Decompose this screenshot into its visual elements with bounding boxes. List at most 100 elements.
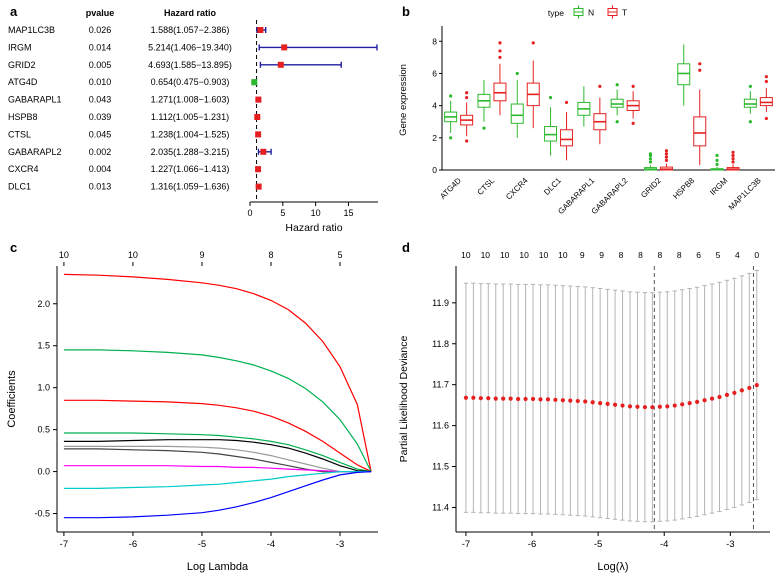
svg-text:6: 6 (432, 68, 437, 78)
svg-text:ATG4D: ATG4D (438, 176, 463, 201)
svg-text:2.035(1.288−3.215): 2.035(1.288−3.215) (151, 147, 230, 157)
svg-text:4: 4 (735, 250, 740, 260)
svg-text:0.039: 0.039 (89, 112, 112, 122)
svg-text:1.227(1.066−1.413): 1.227(1.066−1.413) (151, 164, 230, 174)
svg-text:4.693(1.585−13.895): 4.693(1.585−13.895) (148, 60, 232, 70)
svg-text:0.005: 0.005 (89, 60, 112, 70)
svg-text:10: 10 (558, 250, 568, 260)
svg-text:MAP1LC3B: MAP1LC3B (727, 176, 763, 212)
panel-c-lasso-coefficients: c -0.5 0.0 0.5 1.0 1.5 2.0 -7 -6 -5 -4 -3 10 10 9 8 5 Lo… (0, 236, 392, 584)
svg-text:-4: -4 (267, 539, 275, 550)
svg-text:8: 8 (657, 250, 662, 260)
svg-text:CXCR4: CXCR4 (504, 176, 530, 202)
svg-text:0.013: 0.013 (89, 182, 112, 192)
panel-a-label: a (10, 4, 18, 19)
svg-text:0.043: 0.043 (89, 95, 112, 105)
svg-text:Coefficients: Coefficients (6, 370, 18, 428)
svg-text:0.026: 0.026 (89, 25, 112, 35)
svg-text:HSPB8: HSPB8 (8, 112, 38, 122)
svg-text:-7: -7 (462, 539, 470, 550)
svg-text:-3: -3 (726, 539, 734, 550)
svg-text:11.8: 11.8 (432, 339, 449, 349)
svg-text:-6: -6 (129, 539, 137, 550)
svg-text:15: 15 (343, 208, 353, 218)
svg-text:pvalue: pvalue (86, 8, 115, 18)
boxplot-svg: 0 2 4 6 8 Gene expression ATG4D CTSL CXCR4 DLC1 GA… (398, 5, 775, 216)
svg-text:1.238(1.004−1.525): 1.238(1.004−1.525) (151, 129, 230, 139)
svg-text:11.7: 11.7 (432, 380, 449, 390)
svg-text:11.5: 11.5 (432, 462, 449, 472)
panel-b-label: b (402, 4, 410, 19)
svg-text:N: N (588, 8, 594, 18)
svg-text:8: 8 (638, 250, 643, 260)
svg-text:9: 9 (599, 250, 604, 260)
svg-text:-5: -5 (594, 539, 602, 550)
svg-text:DLC1: DLC1 (8, 182, 31, 192)
svg-text:10: 10 (311, 208, 321, 218)
svg-text:CXCR4: CXCR4 (8, 164, 39, 174)
svg-text:GRID2: GRID2 (639, 176, 663, 200)
svg-text:1.271(1.008−1.603): 1.271(1.008−1.603) (151, 95, 230, 105)
svg-text:DLC1: DLC1 (542, 176, 563, 197)
svg-text:5: 5 (280, 208, 285, 218)
svg-text:-3: -3 (336, 539, 344, 550)
svg-text:8: 8 (268, 250, 273, 260)
svg-text:0: 0 (754, 250, 759, 260)
svg-text:0.5: 0.5 (37, 425, 50, 435)
svg-text:0.014: 0.014 (89, 42, 112, 52)
svg-text:10: 10 (461, 250, 471, 260)
svg-text:5: 5 (338, 250, 343, 260)
svg-text:-0.5: -0.5 (34, 509, 50, 519)
panel-d-label: d (402, 240, 410, 255)
lasso-paths-svg: -0.5 0.0 0.5 1.0 1.5 2.0 -7 -6 -5 -4 -3 10 10 9 8 5 Log … (6, 250, 378, 573)
svg-text:GABARAPL1: GABARAPL1 (8, 95, 62, 105)
svg-text:5.214(1.406−19.340): 5.214(1.406−19.340) (148, 42, 232, 52)
svg-text:9: 9 (580, 250, 585, 260)
svg-text:10: 10 (500, 250, 510, 260)
svg-text:9: 9 (199, 250, 204, 260)
svg-text:8: 8 (432, 36, 437, 46)
svg-text:-4: -4 (660, 539, 668, 550)
svg-text:1.316(1.059−1.636): 1.316(1.059−1.636) (151, 182, 230, 192)
svg-text:1.5: 1.5 (37, 341, 50, 351)
svg-text:Log(λ): Log(λ) (597, 561, 628, 573)
svg-text:0.654(0.475−0.903): 0.654(0.475−0.903) (151, 77, 230, 87)
svg-text:2.0: 2.0 (37, 299, 50, 309)
forest-plot-svg: pvalue Hazard ratio MAP1LC3B 0.026 1.588(1.0… (8, 8, 378, 234)
svg-text:8: 8 (619, 250, 624, 260)
svg-text:IRGM: IRGM (8, 42, 32, 52)
svg-text:0.045: 0.045 (89, 129, 112, 139)
svg-text:0.002: 0.002 (89, 147, 112, 157)
svg-text:IRGM: IRGM (708, 176, 729, 197)
svg-text:HSPB8: HSPB8 (671, 176, 696, 201)
svg-text:type: type (548, 8, 564, 18)
svg-text:10: 10 (519, 250, 529, 260)
svg-text:11.9: 11.9 (432, 298, 449, 308)
svg-text:0.0: 0.0 (37, 467, 50, 477)
svg-text:5: 5 (716, 250, 721, 260)
svg-text:CTSL: CTSL (476, 176, 497, 197)
svg-text:10: 10 (539, 250, 549, 260)
svg-text:-7: -7 (60, 539, 68, 550)
svg-text:0.004: 0.004 (89, 164, 112, 174)
svg-text:0: 0 (247, 208, 252, 218)
svg-text:10: 10 (481, 250, 491, 260)
svg-text:Log Lambda: Log Lambda (187, 561, 249, 573)
svg-text:0: 0 (432, 165, 437, 175)
svg-text:1.112(1.005−1.231): 1.112(1.005−1.231) (151, 112, 229, 122)
svg-text:Hazard ratio: Hazard ratio (164, 8, 217, 18)
svg-text:GABARAPL2: GABARAPL2 (590, 176, 630, 216)
svg-text:T: T (622, 8, 627, 18)
svg-text:-5: -5 (198, 539, 206, 550)
panel-c-label: c (10, 240, 18, 255)
svg-text:10: 10 (128, 250, 138, 260)
svg-text:Partial Likelihood Deviance: Partial Likelihood Deviance (398, 336, 410, 463)
svg-text:1.0: 1.0 (37, 383, 50, 393)
svg-text:GABARAPL2: GABARAPL2 (8, 147, 62, 157)
cv-deviance-svg: 11.4 11.5 11.6 11.7 11.8 11.9 -7 -6 -5 -4 -3 10 10 10… (398, 250, 770, 573)
svg-text:6: 6 (696, 250, 701, 260)
svg-text:2: 2 (432, 133, 437, 143)
svg-text:11.4: 11.4 (432, 502, 449, 512)
svg-text:10: 10 (59, 250, 69, 260)
